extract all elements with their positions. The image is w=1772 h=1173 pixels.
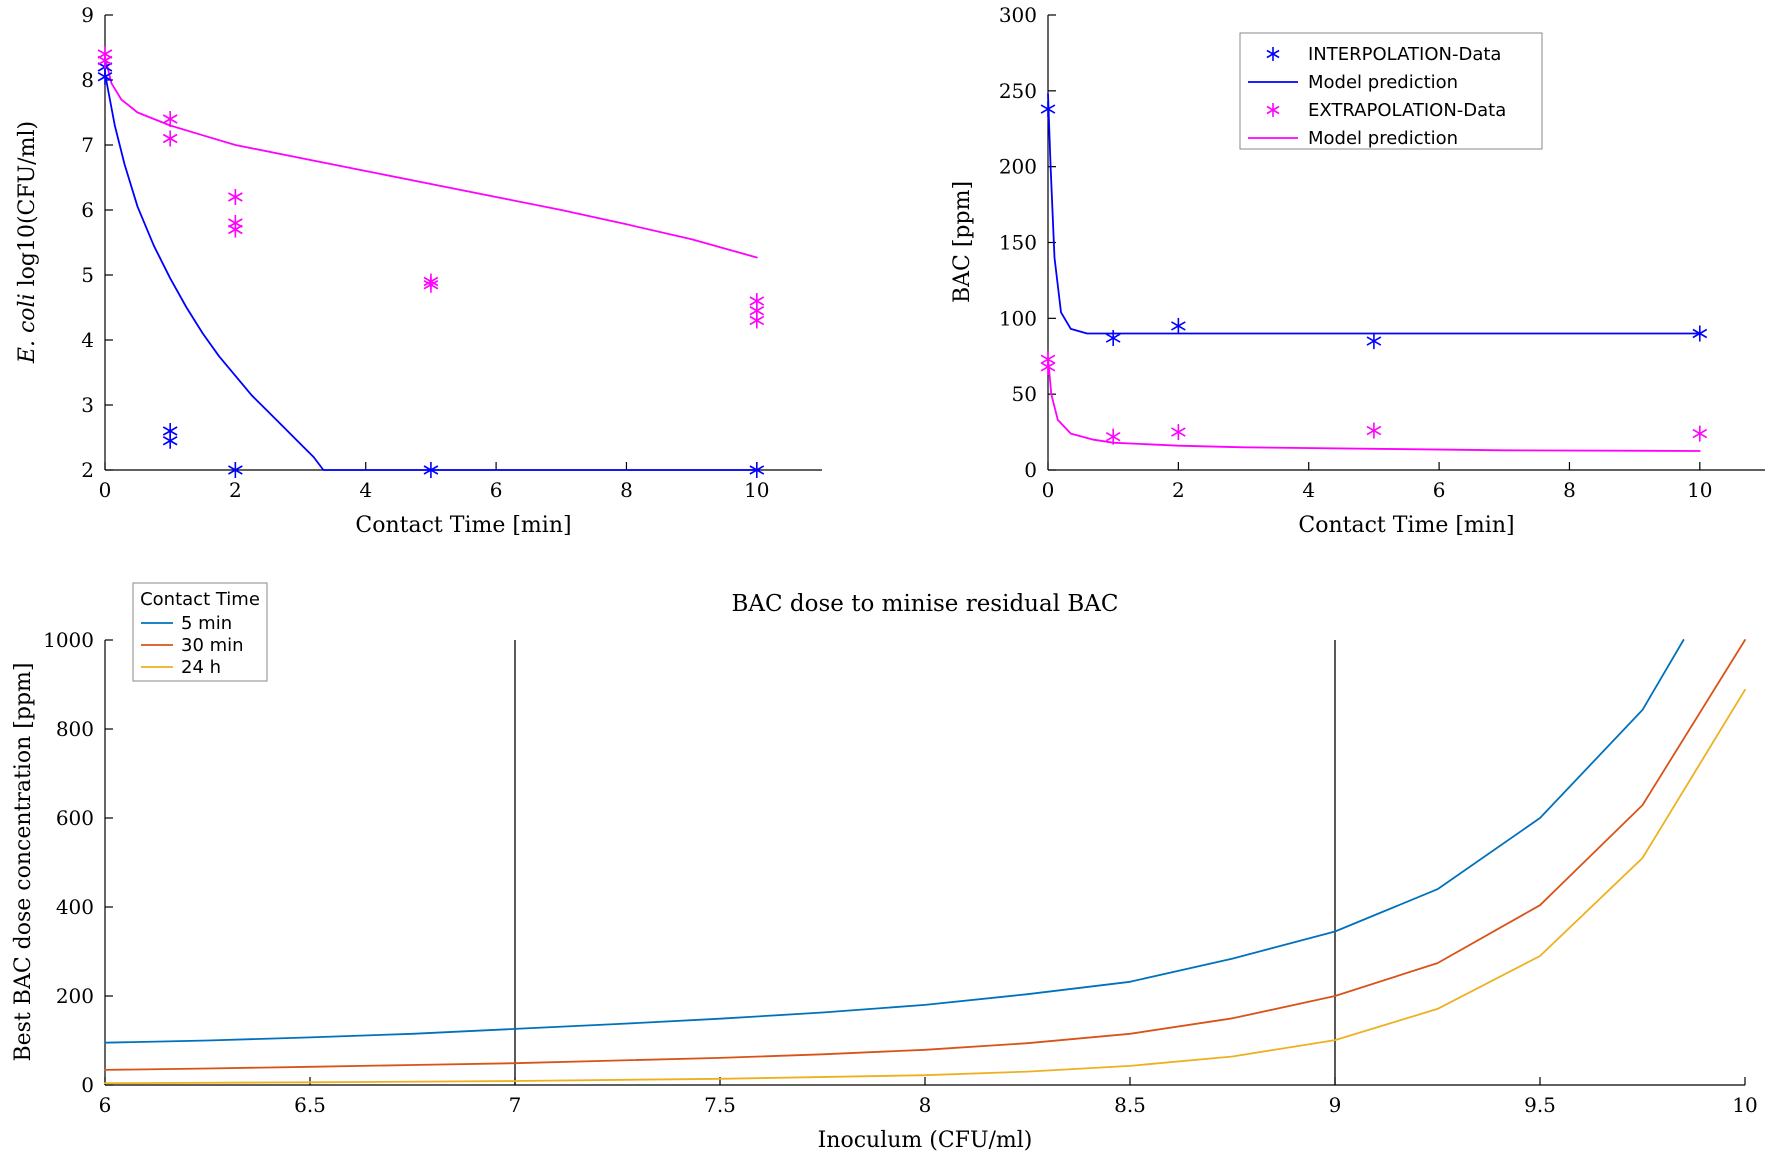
asterisk-marker [1105, 330, 1121, 347]
x-tick-label: 8 [919, 1093, 932, 1117]
y-tick-label: 400 [56, 895, 94, 919]
x-tick-label: 7.5 [704, 1093, 736, 1117]
x-tick-label: 6 [490, 478, 503, 502]
y-tick-label: 8 [81, 68, 94, 92]
y-tick-label: 4 [81, 328, 94, 352]
x-tick-label: 9.5 [1524, 1093, 1556, 1117]
x-tick-label: 8 [1563, 478, 1576, 502]
asterisk-marker [1171, 317, 1186, 334]
asterisk-marker [423, 462, 439, 478]
legend-marker-interpolation-data [1266, 47, 1280, 61]
x-tick-label: 6.5 [294, 1093, 326, 1117]
asterisk-marker [1366, 422, 1382, 439]
legend-label-model-prediction: Model prediction [1308, 128, 1458, 149]
x-tick-label: 8.5 [1114, 1093, 1146, 1117]
x-tick-label: 6 [1433, 478, 1446, 502]
series-markers-extrapolation-data [97, 46, 765, 329]
asterisk-marker [97, 52, 113, 69]
x-tick-label: 0 [99, 478, 112, 502]
y-axis-label: E. coli log10(CFU/ml) [15, 121, 40, 364]
series-line-30-min [104, 639, 1746, 1071]
bac-dose-chart: 6 6.5 7 7.5 8 8.5 9 9.5 10 0 200 400 600 800 1000 Inocu… [11, 582, 1758, 1153]
legend-label-model-prediction: Model prediction [1308, 72, 1458, 93]
asterisk-marker [162, 130, 178, 147]
x-tick-label: 10 [1732, 1093, 1757, 1117]
x-axis-label: Contact Time [min] [355, 513, 571, 538]
y-tick-label: 3 [81, 393, 94, 417]
y-tick-label: 200 [56, 984, 94, 1008]
x-tick-label: 10 [744, 478, 769, 502]
y-tick-label: 800 [56, 717, 94, 741]
legend-marker-extrapolation-data [1266, 103, 1280, 117]
y-axis-label: Best BAC dose concentration [ppm] [11, 662, 36, 1061]
y-tick-label: 50 [1012, 382, 1037, 406]
x-tick-label: 4 [359, 478, 372, 502]
x-tick-label: 4 [1302, 478, 1315, 502]
x-axis-label: Inoculum (CFU/ml) [818, 1128, 1033, 1153]
asterisk-marker [749, 462, 765, 478]
series-line-model-prediction-interpolation [1047, 93, 1701, 335]
x-tick-label: 10 [1687, 478, 1712, 502]
y-tick-label: 100 [999, 306, 1037, 330]
y-tick-label: 9 [81, 3, 94, 27]
asterisk-marker [1171, 424, 1186, 441]
legend-title: Contact Time [140, 589, 260, 610]
asterisk-marker [1040, 101, 1056, 118]
asterisk-marker [162, 423, 178, 439]
series-line-5-min [104, 639, 1685, 1044]
x-tick-label: 8 [620, 478, 633, 502]
series-markers-interpolation-data [97, 59, 765, 478]
legend-box [132, 582, 268, 682]
legend-box [1239, 32, 1543, 150]
y-tick-label: 600 [56, 806, 94, 830]
asterisk-marker [1105, 428, 1121, 445]
asterisk-marker [1692, 325, 1708, 342]
legend-label-extrapolation-data: EXTRAPOLATION-Data [1308, 100, 1506, 121]
series-line-24-h [104, 688, 1746, 1085]
legend-label-24-h: 24 h [181, 657, 221, 678]
y-tick-label: 6 [81, 198, 94, 222]
y-tick-label: 1000 [43, 628, 94, 652]
series-line-model-prediction-interpolation [104, 72, 758, 471]
asterisk-marker [162, 111, 178, 127]
series-markers-interpolation-data [1040, 101, 1708, 350]
asterisk-marker [423, 276, 439, 293]
y-tick-label: 2 [81, 458, 94, 482]
chart-title: BAC dose to minise residual BAC [732, 591, 1119, 617]
x-tick-label: 2 [1172, 478, 1185, 502]
asterisk-marker [1366, 333, 1382, 350]
y-axis-label: BAC [ppm] [950, 181, 975, 303]
asterisk-marker [1040, 358, 1056, 375]
asterisk-marker [228, 189, 243, 205]
y-tick-label: 5 [81, 263, 94, 287]
y-tick-label: 200 [999, 155, 1037, 179]
asterisk-marker [749, 312, 765, 329]
series-line-model-prediction-extrapolation [104, 56, 758, 259]
x-tick-label: 6 [99, 1093, 112, 1117]
y-tick-label: 7 [81, 133, 94, 157]
asterisk-marker [228, 462, 243, 478]
legend-label-interpolation-data: INTERPOLATION-Data [1308, 44, 1501, 65]
x-tick-label: 0 [1042, 478, 1055, 502]
legend-label-30-min: 30 min [181, 635, 244, 656]
y-tick-label: 250 [999, 79, 1037, 103]
y-tick-label: 0 [81, 1073, 94, 1097]
asterisk-marker [1692, 425, 1708, 442]
x-tick-label: 2 [229, 478, 242, 502]
series-markers-extrapolation-data [1040, 351, 1708, 445]
legend-label-5-min: 5 min [181, 613, 232, 634]
x-tick-label: 9 [1329, 1093, 1342, 1117]
y-tick-label: 0 [1024, 458, 1037, 482]
x-axis-label: Contact Time [min] [1298, 513, 1514, 538]
y-tick-label: 300 [999, 3, 1037, 27]
x-tick-label: 7 [509, 1093, 522, 1117]
y-tick-label: 150 [999, 231, 1037, 255]
asterisk-marker [228, 221, 243, 238]
